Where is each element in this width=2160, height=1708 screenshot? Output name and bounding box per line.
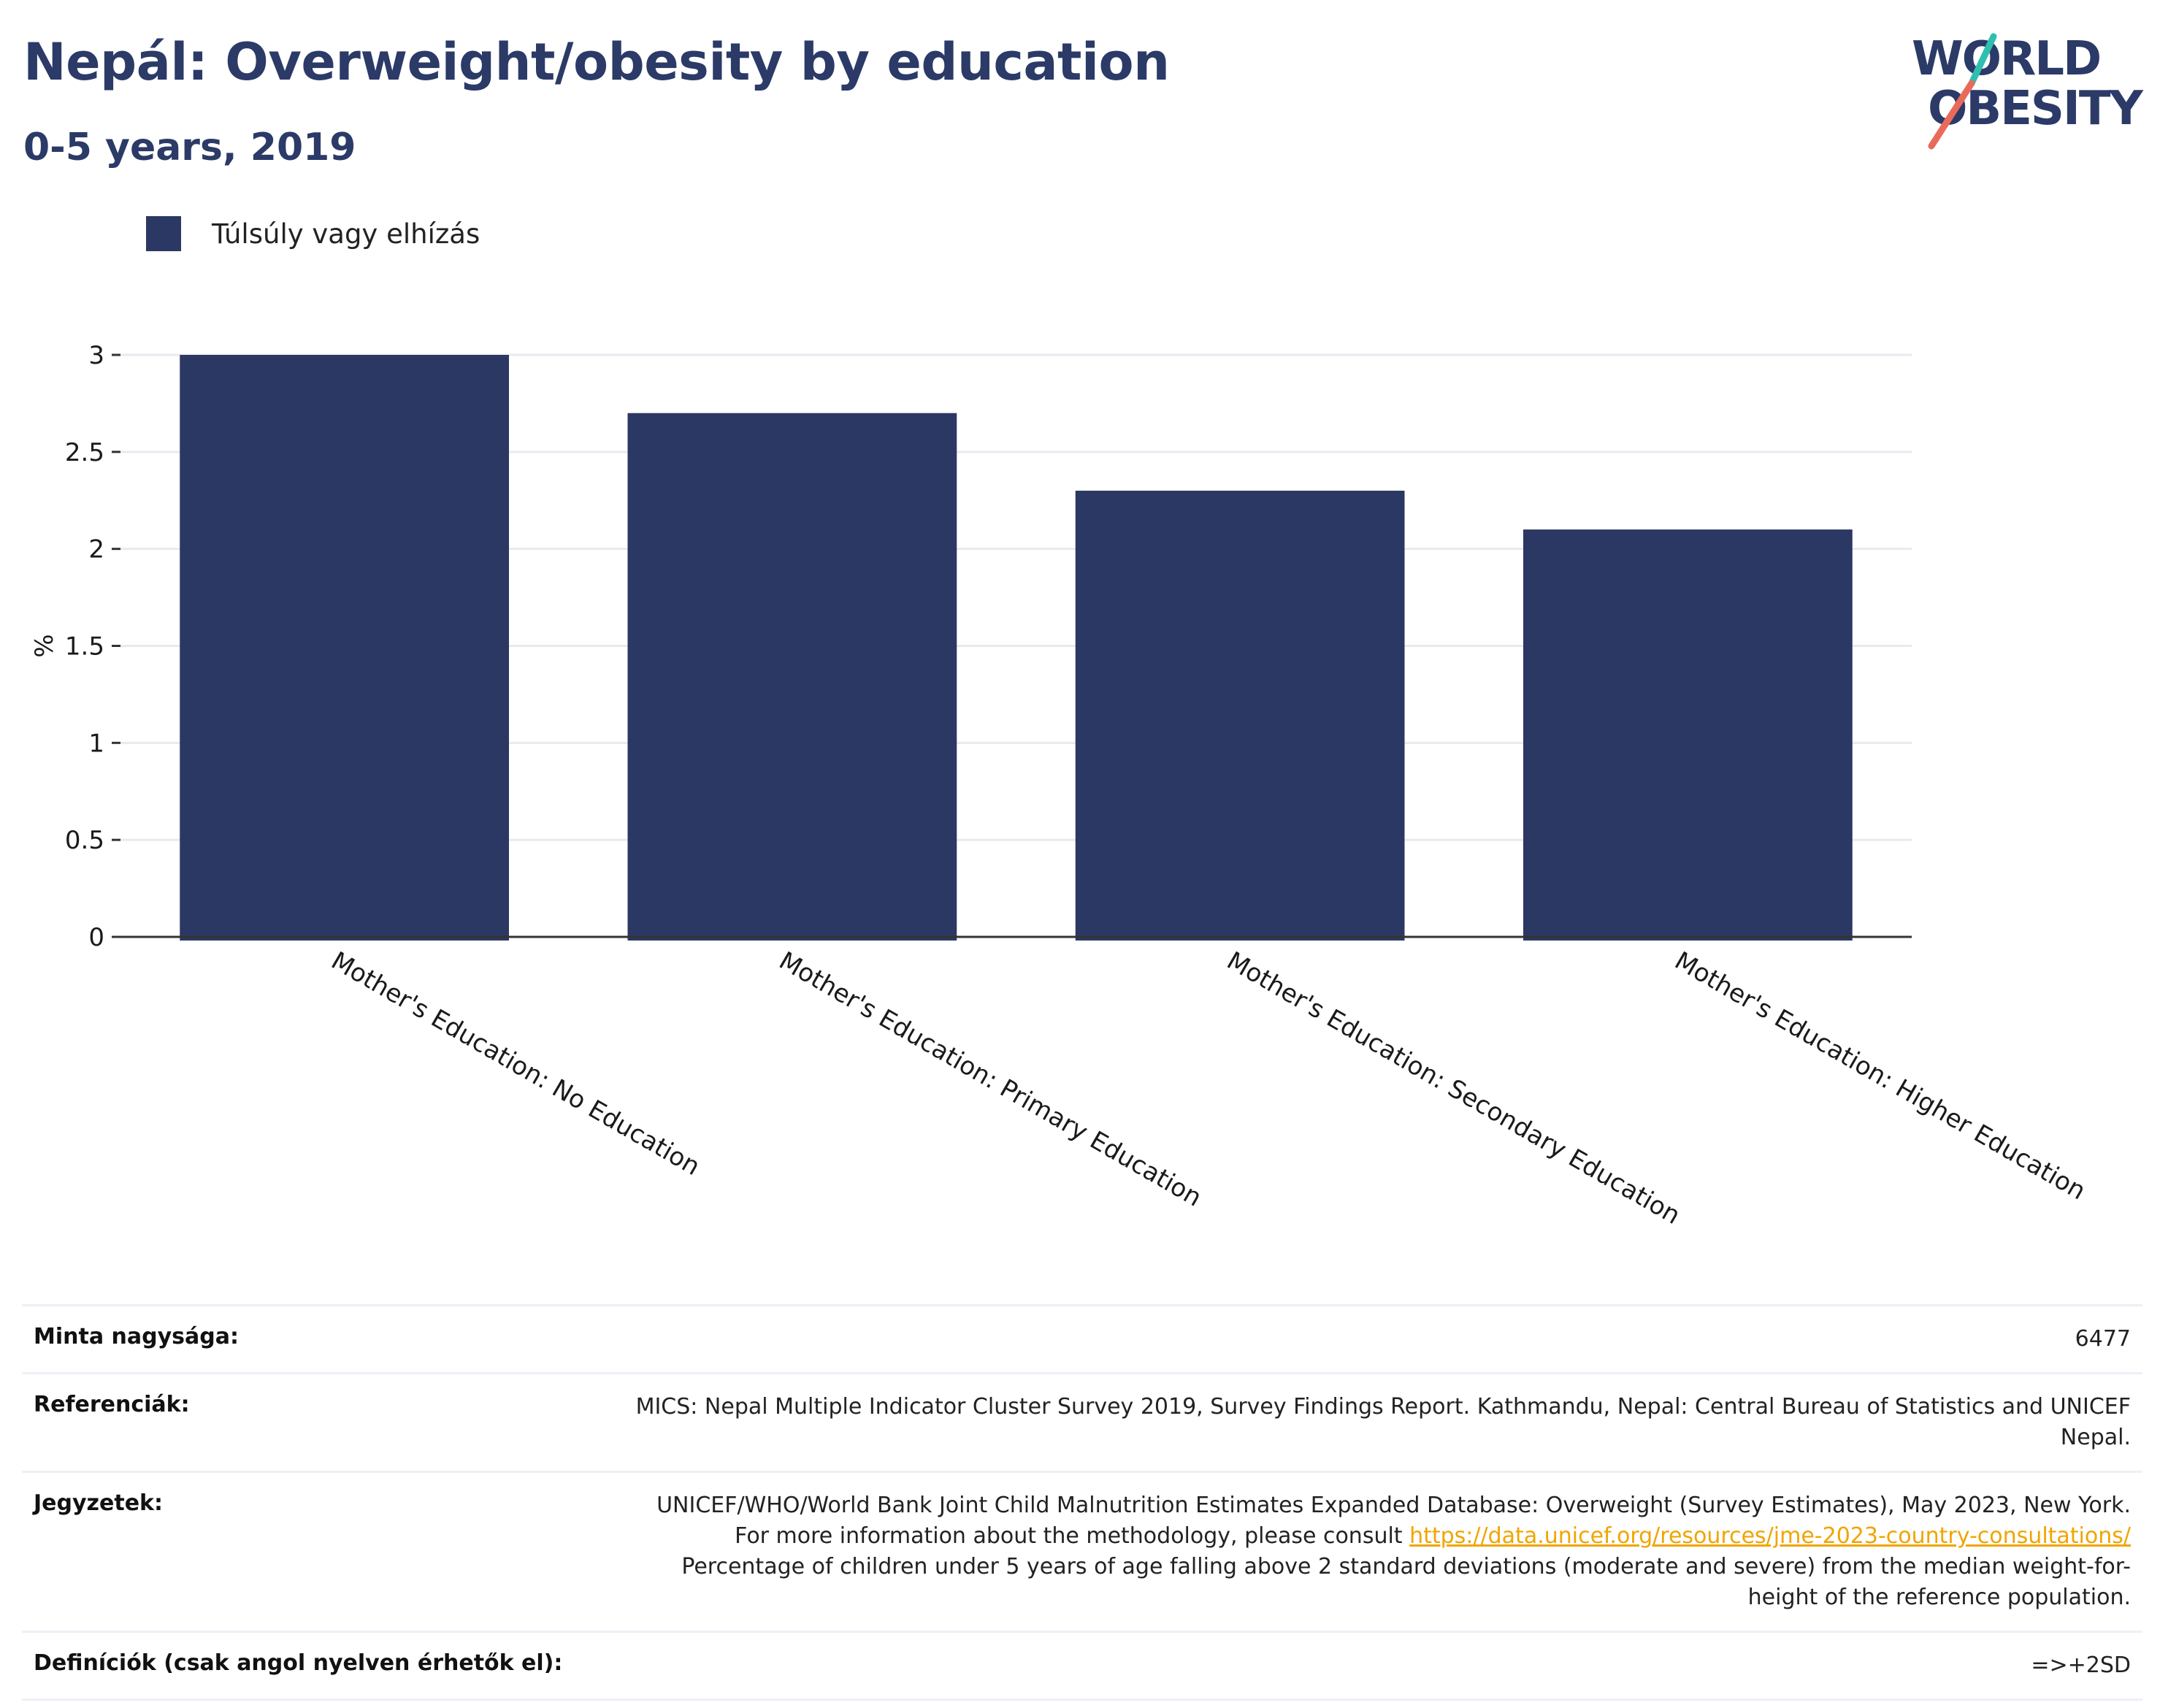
definitions-value: =>+2SD: [2031, 1653, 2131, 1678]
notes-label: Jegyzetek:: [34, 1490, 163, 1516]
x-tick-label: Mother's Education: Primary Education: [774, 946, 1206, 1213]
notes-text-1: UNICEF/WHO/World Bank Joint Child Malnut…: [656, 1493, 2131, 1549]
logo-line1: WORLD: [1912, 32, 2100, 86]
page-subtitle: 0-5 years, 2019: [23, 126, 356, 169]
sample-size-value: 6477: [2075, 1326, 2131, 1352]
footer-row-sample: Minta nagysága: 6477: [22, 1304, 2142, 1372]
y-tick-label: 1.5: [65, 632, 104, 662]
logo-stroke-red: [1928, 80, 1975, 150]
y-tick-label: 0.5: [65, 826, 104, 855]
y-axis-ticks: 0 0.5 1 1.5 2 2.5 3: [65, 341, 120, 952]
x-tick-label: Mother's Education: Secondary Education: [1222, 946, 1685, 1230]
x-axis-labels: Mother's Education: No Education Mother's…: [326, 946, 2091, 1230]
legend-label: Túlsúly vagy elhízás: [212, 218, 480, 250]
footer-row-notes: Jegyzetek: UNICEF/WHO/World Bank Joint C…: [22, 1471, 2142, 1631]
bars: [180, 355, 1853, 941]
references-label: Referenciák:: [34, 1392, 190, 1417]
notes-value: UNICEF/WHO/World Bank Joint Child Malnut…: [634, 1490, 2131, 1613]
bar: [1075, 490, 1405, 941]
sample-size-label: Minta nagysága:: [34, 1324, 239, 1349]
y-tick-label: 0: [88, 923, 104, 952]
x-tick-label: Mother's Education: Higher Education: [1669, 946, 2090, 1206]
methodology-link[interactable]: https://data.unicef.org/resources/jme-20…: [1409, 1523, 2131, 1549]
y-tick-label: 2.5: [65, 438, 104, 467]
notes-text-2: Percentage of children under 5 years of …: [681, 1554, 2131, 1610]
legend[interactable]: Túlsúly vagy elhízás: [146, 216, 480, 251]
world-obesity-logo: WORLD OBESITY: [1912, 32, 2145, 150]
footer-table: Minta nagysága: 6477 Referenciák: MICS: …: [22, 1304, 2142, 1701]
footer-row-references: Referenciák: MICS: Nepal Multiple Indica…: [22, 1372, 2142, 1471]
legend-swatch: [146, 216, 181, 251]
bar-chart: 0 0.5 1 1.5 2 2.5 3 Mother's Education: No Edu…: [30, 341, 2091, 1230]
footer-row-definitions: Definíciók (csak angol nyelven érhetők e…: [22, 1631, 2142, 1701]
logo-stroke-teal: [1968, 33, 1997, 87]
definitions-label: Definíciók (csak angol nyelven érhetők e…: [34, 1650, 563, 1676]
y-axis-label: %: [30, 634, 59, 657]
bar: [627, 413, 957, 941]
references-value: MICS: Nepal Multiple Indicator Cluster S…: [635, 1394, 2131, 1450]
bar: [180, 355, 509, 941]
page-title: Nepál: Overweight/obesity by education: [23, 32, 1170, 92]
x-tick-label: Mother's Education: No Education: [326, 946, 705, 1182]
y-tick-label: 3: [88, 341, 104, 370]
y-tick-label: 1: [88, 729, 104, 758]
y-tick-label: 2: [88, 535, 104, 564]
bar: [1523, 529, 1853, 941]
